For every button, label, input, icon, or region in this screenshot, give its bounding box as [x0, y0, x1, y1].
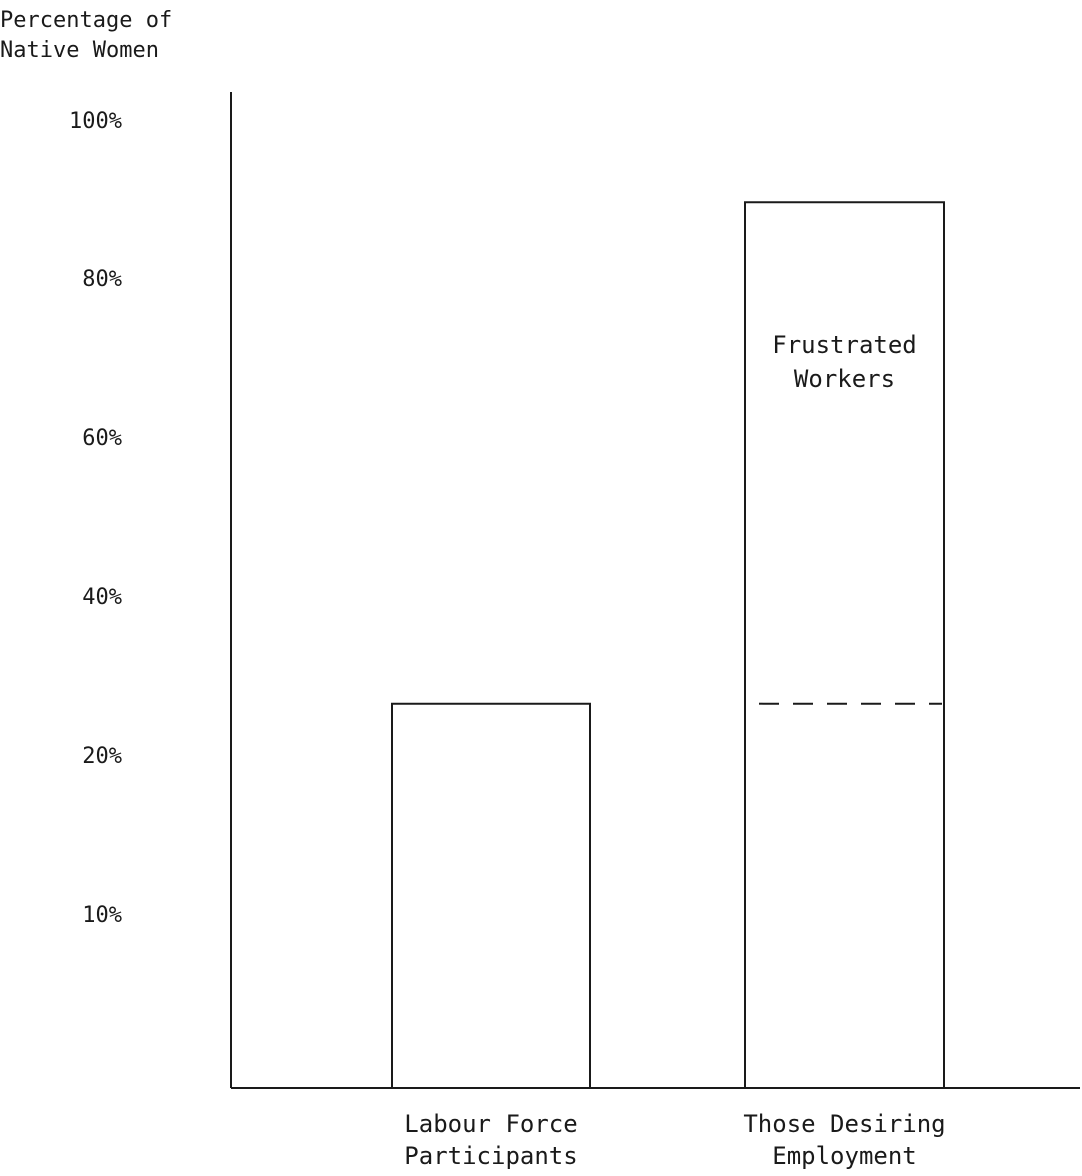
bar-annotation: Frustrated: [772, 331, 917, 359]
bar-annotation: Workers: [794, 365, 895, 393]
x-category-label: Participants: [404, 1142, 577, 1170]
x-category-label: Those Desiring: [743, 1110, 945, 1138]
y-tick-label: 10%: [82, 903, 122, 928]
bars: [391, 201, 945, 1088]
y-tick-labels: 100% 80% 60% 40% 20% 10%: [69, 109, 122, 928]
y-axis-title: Percentage of Native Women: [0, 8, 172, 63]
y-tick-label: 20%: [82, 744, 122, 769]
y-tick-label: 80%: [82, 267, 122, 292]
y-axis-title-line: Percentage of: [0, 8, 172, 33]
y-tick-label: 40%: [82, 585, 122, 610]
x-category-label: Labour Force: [404, 1110, 577, 1138]
bar: [744, 201, 945, 1088]
y-tick-label: 60%: [82, 426, 122, 451]
x-category-label: Employment: [772, 1142, 917, 1170]
y-tick-label: 100%: [69, 109, 122, 134]
x-category-labels: Labour Force Participants Those Desiring Em…: [404, 1110, 945, 1170]
annotations: Frustrated Workers: [772, 331, 917, 393]
y-axis-title-line: Native Women: [0, 38, 159, 63]
bar: [391, 702, 591, 1088]
